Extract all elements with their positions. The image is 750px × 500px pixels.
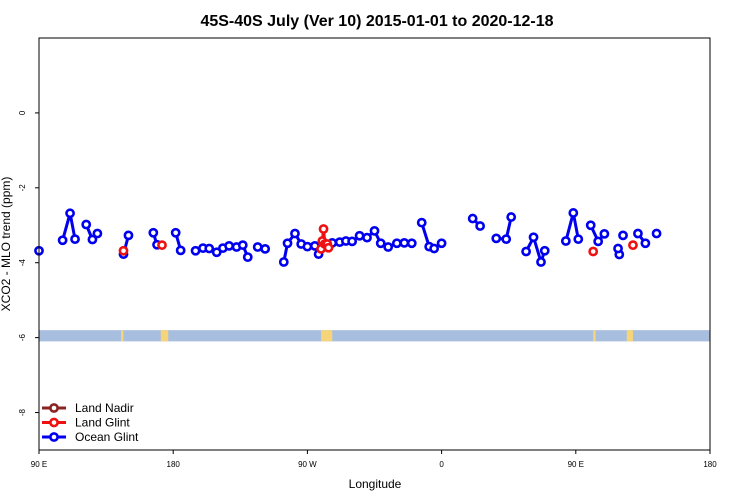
y-tick-label: -6 xyxy=(18,334,27,342)
legend-marker-land-glint xyxy=(49,417,59,428)
ocean-glint-point xyxy=(290,228,300,239)
ocean-glint-point xyxy=(539,245,550,256)
ocean-glint-point xyxy=(475,221,486,231)
ocean-glint-line xyxy=(524,233,547,268)
ocean-glint-point xyxy=(369,225,380,236)
ocean-glint-point xyxy=(224,240,235,251)
legend-label-land-glint: Land Glint xyxy=(75,416,130,430)
x-tick-label: 180 xyxy=(703,460,717,469)
land-glint-point xyxy=(588,246,599,257)
ocean-glint-point xyxy=(347,236,358,247)
chart-title: 45S-40S July (Ver 10) 2015-01-01 to 2020… xyxy=(200,13,553,30)
ocean-glint-point xyxy=(242,252,253,263)
ocean-glint-point xyxy=(278,257,289,267)
x-tick-label: 90 E xyxy=(568,460,584,469)
ocean-glint-point xyxy=(175,245,186,256)
ocean-glint-point xyxy=(613,243,623,254)
land-patch xyxy=(626,330,633,342)
ocean-glint-point xyxy=(501,234,512,245)
land-glint-point xyxy=(628,240,638,251)
plot-frame xyxy=(38,37,711,451)
ocean-glint-point xyxy=(633,228,643,239)
ocean-glint-point xyxy=(92,228,103,239)
land-glint-point xyxy=(318,224,329,234)
ocean-glint-point xyxy=(260,243,271,254)
ocean-glint-point xyxy=(528,232,539,243)
ocean-glint-point xyxy=(640,238,651,249)
land-patch xyxy=(593,330,596,342)
ocean-glint-point xyxy=(70,234,80,245)
y-tick-label: -2 xyxy=(18,184,27,192)
ocean-glint-point xyxy=(87,234,98,245)
ocean-glint-point xyxy=(399,237,410,248)
y-tick-label: -8 xyxy=(18,408,27,416)
ocean-glint-point xyxy=(521,246,531,257)
ocean-glint-point xyxy=(375,238,386,249)
ocean-glint-point xyxy=(593,236,604,247)
ocean-glint-point xyxy=(506,212,517,222)
ocean-glint-point xyxy=(585,220,596,231)
ocean-glint-point xyxy=(57,235,68,246)
ocean-band xyxy=(39,330,710,342)
legend-label-ocean-glint: Ocean Glint xyxy=(75,430,139,444)
ocean-glint-point xyxy=(599,228,610,239)
y-tick-label: 0 xyxy=(18,110,27,115)
land-glint-point xyxy=(118,245,129,256)
y-axis-label: XCO2 - MLO trend (ppm) xyxy=(0,177,13,312)
ocean-glint-point xyxy=(406,238,417,249)
ocean-glint-point xyxy=(362,232,372,243)
legend-marker-ocean-glint xyxy=(49,432,59,442)
ocean-glint-point xyxy=(65,208,75,219)
y-axis: 0 -2 -4 -6 -8 xyxy=(18,110,39,416)
ocean-glint-point xyxy=(170,227,181,238)
ocean-glint-point xyxy=(282,238,293,249)
x-axis-label: Longitude xyxy=(349,477,402,491)
ocean-glint-point xyxy=(190,245,201,256)
x-tick-label: 90 W xyxy=(298,460,317,469)
x-axis: 90 E 180 90 W 0 90 E 180 xyxy=(31,450,717,469)
ocean-glint-point xyxy=(302,241,313,252)
ocean-glint-point xyxy=(618,230,628,241)
ocean-glint-point xyxy=(204,243,215,254)
land-patch xyxy=(160,330,169,342)
ocean-glint-point xyxy=(429,243,440,254)
ocean-glint-point xyxy=(81,219,92,230)
ocean-glint-point xyxy=(491,233,502,244)
x-tick-label: 0 xyxy=(439,460,444,469)
ocean-glint-point xyxy=(560,236,571,246)
y-tick-label: -4 xyxy=(18,259,27,267)
legend-marker-land-nadir xyxy=(49,403,59,413)
plot-series xyxy=(34,208,662,268)
ocean-glint-point xyxy=(573,234,584,245)
x-tick-label: 180 xyxy=(167,460,181,469)
legend-label-land-nadir: Land Nadir xyxy=(75,401,134,415)
ocean-glint-point xyxy=(383,242,394,252)
ocean-glint-point xyxy=(416,217,427,228)
ocean-glint-point xyxy=(237,240,248,251)
land-patch xyxy=(121,330,124,342)
x-tick-label: 90 E xyxy=(31,460,47,469)
ocean-glint-point xyxy=(391,238,402,249)
ocean-glint-point xyxy=(651,228,662,239)
ocean-glint-point xyxy=(436,238,447,249)
land-glint-point xyxy=(157,240,167,251)
ocean-glint-point xyxy=(123,230,134,241)
land-glint-point xyxy=(323,242,334,253)
ocean-glint-point xyxy=(536,257,546,267)
land-patch xyxy=(321,330,333,342)
ocean-glint-point xyxy=(148,227,159,238)
ocean-glint-point xyxy=(354,230,365,241)
ocean-glint-point xyxy=(568,208,579,218)
map-strip xyxy=(39,330,710,342)
ocean-glint-point xyxy=(252,242,263,252)
ocean-glint-point xyxy=(467,213,478,224)
